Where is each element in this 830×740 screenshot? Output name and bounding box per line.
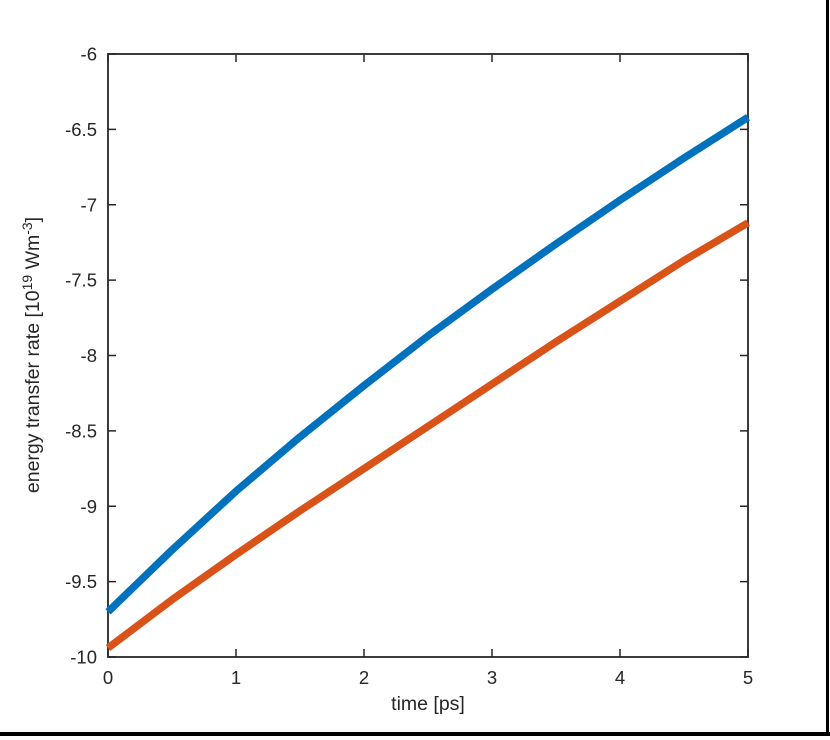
y-tick-label: -6	[81, 44, 97, 65]
y-tick-label: -7.5	[65, 270, 97, 291]
x-axis-label: time [ps]	[391, 693, 465, 715]
axes-box	[107, 53, 749, 658]
series-2-line	[105, 219, 750, 651]
y-axis-label-superscript-units: -3	[19, 222, 35, 235]
x-tick-label: 4	[615, 667, 625, 688]
y-tick-label: -8	[81, 345, 97, 366]
window-border-right	[826, 0, 829, 732]
y-axis-label-text: energy transfer rate [10	[22, 290, 44, 494]
y-tick-label: -10	[70, 647, 97, 668]
x-tick-label: 0	[103, 667, 113, 688]
y-axis-label: energy transfer rate [1019 Wm-3]	[19, 35, 50, 675]
y-axis-label-superscript-exponent: 19	[19, 274, 35, 291]
y-tick-label: -6.5	[65, 119, 97, 140]
y-tick-label: -9.5	[65, 571, 97, 592]
series-1-line	[105, 114, 751, 615]
x-tick-label: 3	[487, 667, 497, 688]
y-axis-label-units: Wm	[22, 234, 44, 275]
window-border-bottom	[0, 732, 830, 736]
y-tick-label: -7	[81, 194, 97, 215]
y-tick-label: -9	[81, 496, 97, 517]
x-tick-label: 5	[743, 667, 753, 688]
y-tick-label: -8.5	[65, 420, 97, 441]
x-tick-label: 2	[359, 667, 369, 688]
x-tick-label: 1	[231, 667, 241, 688]
